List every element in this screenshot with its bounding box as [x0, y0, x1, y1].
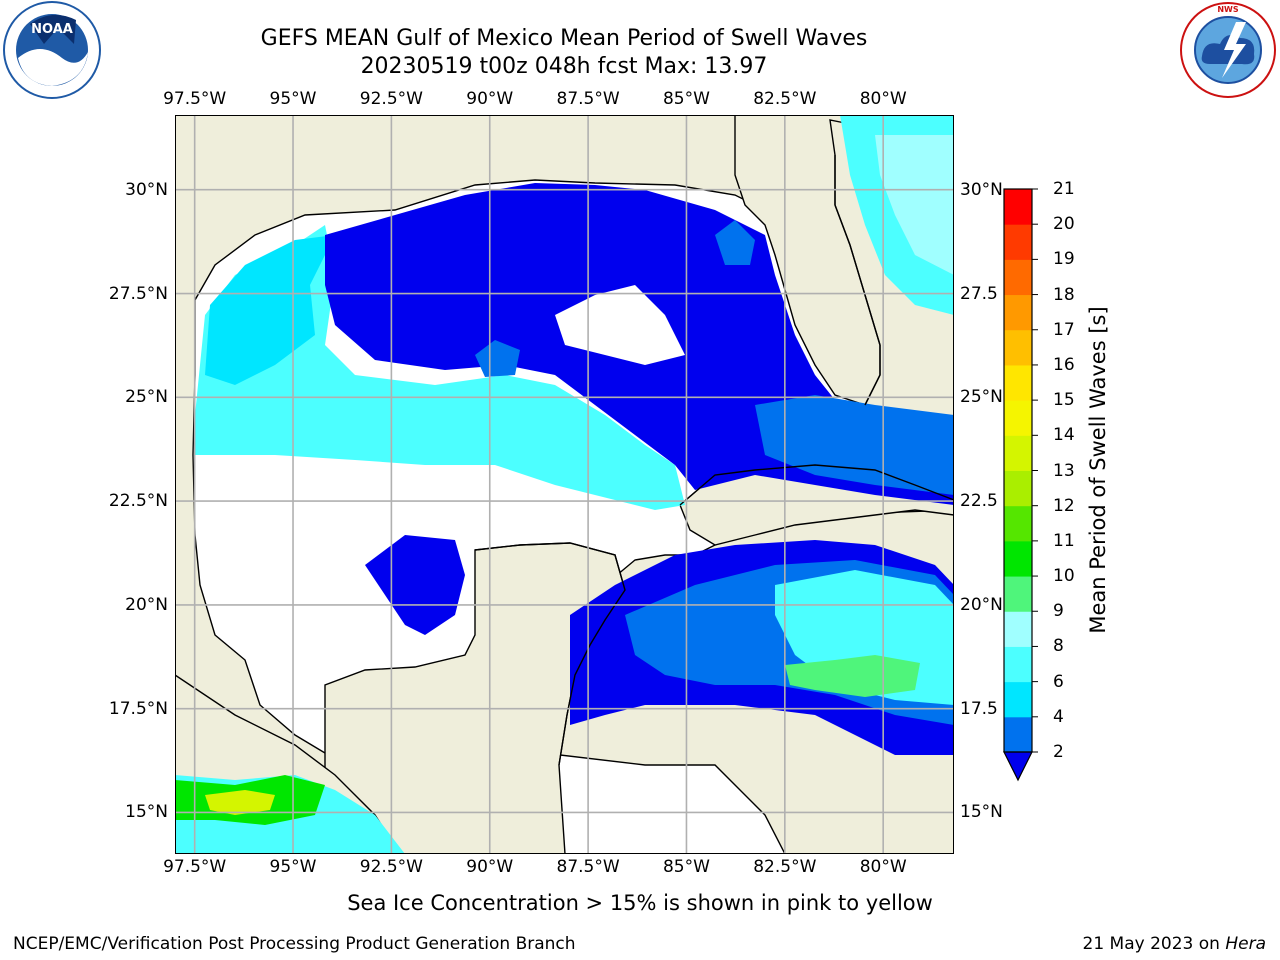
colorbar-segment	[1004, 716, 1032, 753]
swell-field-cyan-2	[205, 235, 335, 385]
colorbar-segment	[1004, 576, 1032, 612]
svg-text:NWS: NWS	[1217, 5, 1239, 14]
date-text: 21 May 2023 on	[1082, 934, 1220, 954]
colorbar-segment	[1004, 400, 1032, 436]
noaa-logo-icon: NOAA	[3, 1, 101, 99]
latitude-label-right: 17.5	[960, 698, 998, 719]
colorbar-tick-label: 15	[1053, 390, 1075, 411]
colorbar-segment	[1004, 470, 1032, 507]
longitude-label: 80°W	[859, 89, 907, 109]
map-gridlines	[175, 115, 954, 854]
colorbar-segment	[1004, 259, 1032, 296]
longitude-label: 82.5°W	[753, 857, 817, 877]
nws-logo-icon: NWS	[1180, 2, 1276, 98]
latitude-label-right: 30°N	[960, 179, 1003, 200]
swell-missing-patch-2	[475, 340, 520, 377]
colorbar-tick-label: 4	[1053, 706, 1064, 727]
latitude-label-left: 20°N	[125, 594, 168, 615]
chart-title: GEFS MEAN Gulf of Mexico Mean Period of …	[260, 26, 868, 51]
latitude-label-left: 17.5°N	[108, 698, 168, 719]
colorbar-tick-label: 10	[1053, 566, 1075, 587]
colorbar-segment	[1004, 435, 1032, 471]
machine-name: Hera	[1225, 934, 1266, 954]
colorbar-tick-label: 6	[1053, 671, 1064, 692]
colorbar-tick-label: 12	[1053, 495, 1075, 516]
colorbar-tick-label: 11	[1053, 530, 1075, 551]
colorbar-segment	[1004, 681, 1032, 718]
swell-field-straits	[755, 395, 954, 495]
swell-missing-patch-3	[715, 220, 755, 265]
colorbar-label: Mean Period of Swell Waves [s]	[1086, 306, 1110, 634]
latitude-label-right: 27.5	[960, 283, 998, 304]
colorbar-tick-label: 13	[1053, 460, 1075, 481]
latitude-label-left: 22.5°N	[108, 491, 168, 512]
colorbar-tick-label: 2	[1053, 742, 1064, 762]
longitude-label: 97.5°W	[163, 857, 227, 877]
longitude-label: 85°W	[662, 857, 710, 877]
latitude-label-right: 20°N	[960, 594, 1003, 615]
chart-subtitle: 20230519 t00z 048h fcst Max: 13.97	[360, 54, 768, 79]
colorbar-tick-label: 8	[1053, 636, 1064, 657]
latitude-label-left: 27.5°N	[108, 283, 168, 304]
sea-ice-note: Sea Ice Concentration > 15% is shown in …	[347, 891, 933, 915]
colorbar-tick-label: 21	[1053, 179, 1075, 199]
longitude-label: 92.5°W	[359, 89, 423, 109]
longitude-label: 87.5°W	[556, 89, 620, 109]
colorbar-segment	[1004, 540, 1032, 577]
colorbar-extend-arrow	[1003, 751, 1033, 782]
latitude-label-left: 25°N	[125, 387, 168, 408]
swell-field-atlantic-2	[875, 135, 954, 275]
longitude-label: 92.5°W	[359, 857, 423, 877]
colorbar	[1003, 188, 1038, 782]
colorbar-segment	[1004, 646, 1032, 683]
swell-field-campeche	[365, 535, 465, 635]
longitude-label: 90°W	[466, 89, 514, 109]
latitude-label-left: 30°N	[125, 179, 168, 200]
longitude-label: 95°W	[269, 89, 317, 109]
swell-field-pacific-yellow	[205, 790, 275, 815]
colorbar-tick-label: 19	[1053, 249, 1075, 270]
colorbar-segment	[1004, 189, 1032, 225]
colorbar-tick-label: 18	[1053, 284, 1075, 305]
colorbar-segment	[1004, 224, 1032, 260]
longitude-label: 82.5°W	[753, 89, 817, 109]
colorbar-tick-label: 20	[1053, 214, 1075, 235]
latitude-label-right: 25°N	[960, 387, 1003, 408]
colorbar-segment	[1004, 329, 1032, 366]
swell-field-caribbean-green	[785, 655, 920, 697]
longitude-label: 80°W	[859, 857, 907, 877]
colorbar-tick-label: 14	[1053, 425, 1075, 446]
map-panel	[175, 115, 954, 854]
latitude-label-left: 15°N	[125, 802, 168, 823]
colorbar-tick-label: 9	[1053, 601, 1064, 622]
latitude-label-right: 15°N	[960, 802, 1003, 823]
colorbar-segment	[1004, 364, 1032, 401]
colorbar-segment	[1004, 505, 1032, 542]
colorbar-tick-label: 16	[1053, 354, 1075, 375]
longitude-label: 97.5°W	[163, 89, 227, 109]
longitude-label: 87.5°W	[556, 857, 620, 877]
swell-field-cyan-nw	[195, 225, 685, 510]
colorbar-segment	[1004, 294, 1032, 331]
longitude-label: 90°W	[466, 857, 514, 877]
longitude-label: 95°W	[269, 857, 317, 877]
noaa-logo-text: NOAA	[31, 22, 73, 37]
latitude-label-right: 22.5	[960, 491, 998, 512]
credit-line: NCEP/EMC/Verification Post Processing Pr…	[13, 934, 576, 954]
colorbar-segment	[1004, 611, 1032, 647]
colorbar-tick-label: 17	[1053, 319, 1075, 340]
date-line: 21 May 2023 on Hera	[1083, 934, 1267, 954]
longitude-label: 85°W	[662, 89, 710, 109]
